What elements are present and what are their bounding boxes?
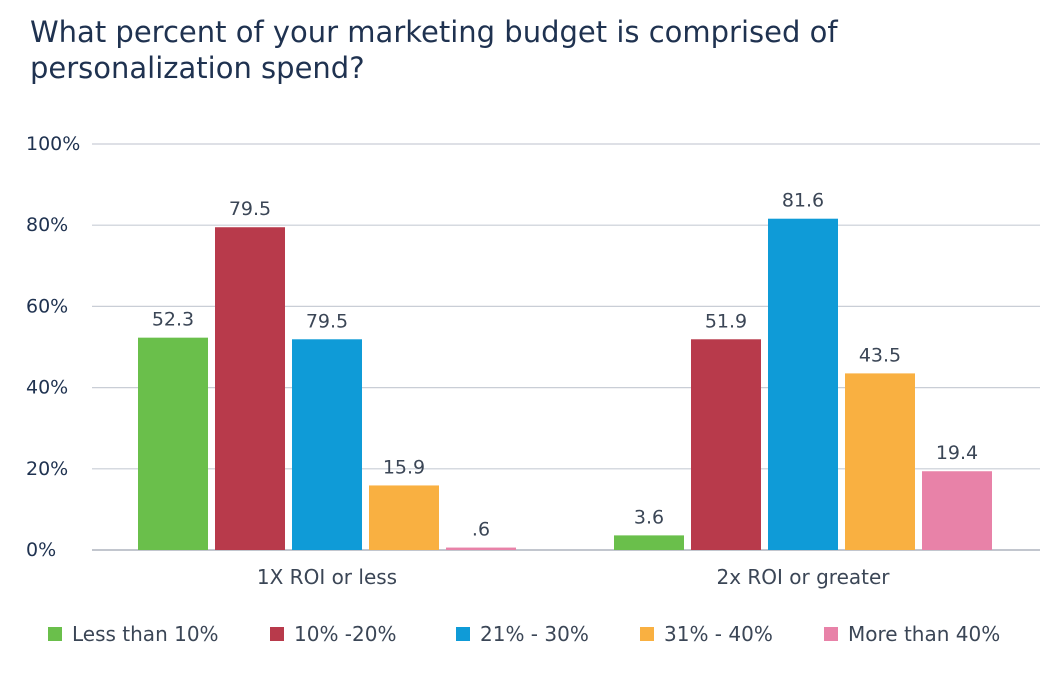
- bar: [292, 339, 362, 550]
- y-tick-label: 0%: [26, 539, 56, 561]
- bar: [691, 339, 761, 550]
- bar: [138, 337, 208, 550]
- bar: [369, 485, 439, 550]
- legend-label: 31% - 40%: [664, 622, 773, 646]
- legend-item: 21% - 30%: [456, 622, 589, 646]
- y-tick-label: 40%: [26, 377, 68, 399]
- legend-swatch: [824, 627, 838, 641]
- data-label: 43.5: [859, 344, 901, 366]
- legend-item: Less than 10%: [48, 622, 219, 646]
- data-labels: 52.3 79.5 79.5 15.9 .6 3.6 51.9 81.6 43.5 19.4: [152, 190, 978, 541]
- data-label: 19.4: [936, 442, 978, 464]
- legend-item: 10% -20%: [270, 622, 396, 646]
- data-label: 15.9: [383, 456, 425, 478]
- legend-label: More than 40%: [848, 622, 1001, 646]
- bar: [768, 218, 838, 551]
- category-label: 1X ROI or less: [257, 565, 397, 589]
- bar-chart: 0% 20% 40% 60% 80% 100% 52.3 79.5 79.5 15.9 .6 3.6…: [26, 133, 1040, 589]
- legend-swatch: [456, 627, 470, 641]
- bar: [845, 373, 915, 550]
- y-tick-label: 60%: [26, 295, 68, 317]
- y-tick-label: 100%: [26, 133, 80, 155]
- bar: [922, 471, 992, 550]
- y-tick-label: 80%: [26, 214, 68, 236]
- data-label: 3.6: [634, 506, 664, 528]
- data-label: 52.3: [152, 309, 194, 331]
- legend-label: 10% -20%: [294, 622, 397, 646]
- data-label: 51.9: [705, 310, 747, 332]
- category-labels: 1X ROI or less 2x ROI or greater: [257, 565, 890, 589]
- legend-item: 31% - 40%: [640, 622, 773, 646]
- legend-swatch: [640, 627, 654, 641]
- legend-label: 21% - 30%: [480, 622, 589, 646]
- bars: [138, 218, 992, 551]
- bar: [446, 547, 516, 550]
- legend-item: More than 40%: [824, 622, 1000, 646]
- y-tick-label: 20%: [26, 458, 68, 480]
- bar: [215, 227, 285, 551]
- bar: [614, 535, 684, 550]
- data-label: .6: [472, 519, 490, 541]
- category-label: 2x ROI or greater: [716, 565, 890, 589]
- chart-title: What percent of your marketing budget is…: [30, 15, 838, 85]
- legend: Less than 10% 10% -20% 21% - 30% 31% - 40% M…: [0, 622, 1049, 656]
- legend-swatch: [270, 627, 284, 641]
- data-label: 81.6: [782, 190, 824, 212]
- data-label: 79.5: [306, 310, 348, 332]
- legend-label: Less than 10%: [72, 622, 219, 646]
- legend-swatch: [48, 627, 62, 641]
- data-label: 79.5: [229, 198, 271, 220]
- y-axis-ticks: 0% 20% 40% 60% 80% 100%: [26, 133, 80, 561]
